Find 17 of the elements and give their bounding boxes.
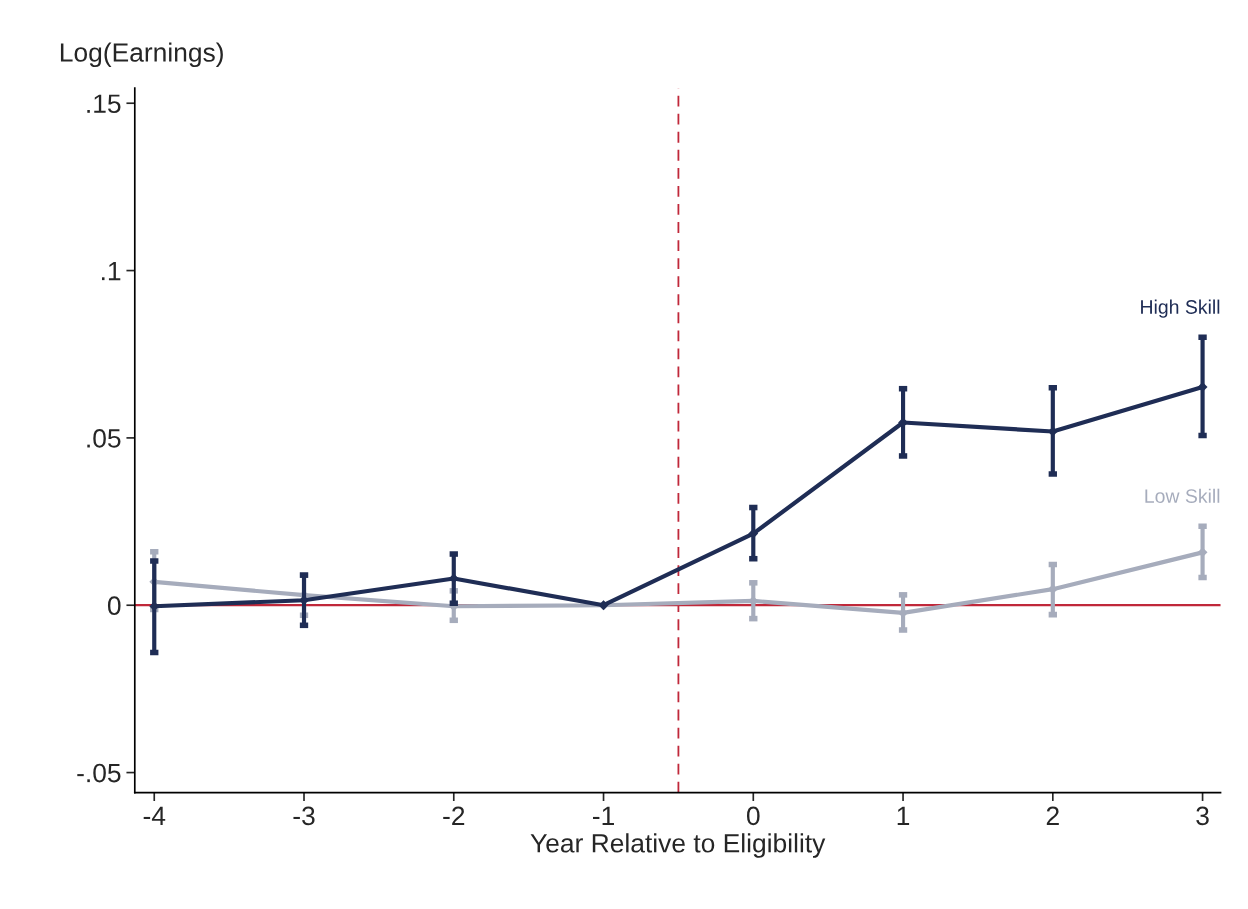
- y-axis-title: Log(Earnings): [60, 42, 223, 68]
- x-tick-label: 0: [746, 806, 760, 826]
- text: Low Skill: [1145, 488, 1220, 503]
- x-axis-title: Year Relative to Eligibility: [530, 833, 826, 858]
- x-tick-label: 3: [1196, 806, 1209, 826]
- x-tick-label: -3: [293, 806, 315, 826]
- text: High Skill: [1141, 299, 1220, 318]
- x-tick-label: -2: [443, 806, 465, 825]
- y-tick-label: 0: [107, 596, 121, 616]
- x-tick-label: -4: [143, 806, 166, 825]
- x-tick-label: -1: [592, 806, 614, 825]
- y-tick-label: .05: [87, 429, 121, 448]
- x-tick-label: 2: [1046, 806, 1059, 825]
- y-tick-label: .15: [87, 94, 121, 114]
- y-tick-label: -.05: [77, 763, 121, 783]
- x-tick-label: 1: [897, 806, 910, 825]
- y-tick-label: .1: [101, 261, 121, 281]
